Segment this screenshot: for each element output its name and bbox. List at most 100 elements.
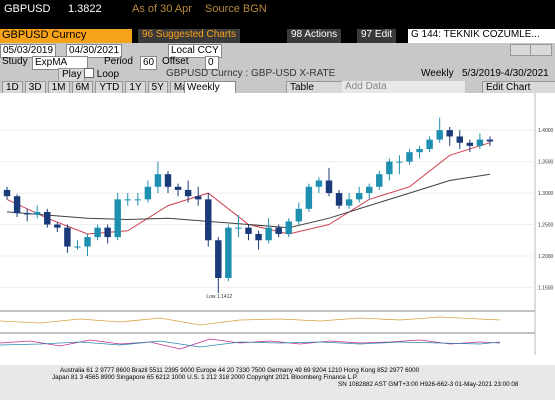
indicator [0,340,501,348]
candle-body [335,193,343,206]
x-tick-label: Oct [101,358,109,364]
candle-body [245,227,252,234]
candle-body [235,227,242,229]
candle-body [184,189,192,197]
y-tick-label: 1.4000 [538,128,554,134]
loop-label: Loop [96,69,120,80]
candle-body [416,149,423,153]
footer: SN 1082882 AST GMT+3:00 H926-662-3 01-Ma… [338,381,519,388]
label: Offset [162,56,189,67]
start-date[interactable]: 05/03/2019 [0,44,57,58]
candle-body [54,224,61,228]
candle-body [225,227,232,278]
minimize[interactable] [510,44,532,56]
candle-body [205,199,212,241]
candle-body [486,139,494,142]
end-date[interactable]: 04/30/2021 [66,44,123,58]
chart: 2019 2020 2021 Australia 61 2 9777 8600 … [0,93,555,400]
x-tick-label: Dec [141,358,150,364]
candle-body [406,152,413,162]
y-tick-label: 1.3500 [538,160,554,166]
candle-body [255,233,262,241]
add-data[interactable]: Add Data [342,81,465,93]
y-tick-label: 1.2500 [538,223,554,229]
candle-body [154,174,162,187]
button[interactable]: 97 Edit [357,29,397,43]
currency[interactable]: Local CCY [168,44,222,58]
candle-body [94,227,101,238]
candle-body [436,130,443,140]
candle-body [3,189,11,197]
security[interactable]: GBPUSD Curncy [0,29,132,43]
y-tick-label: 1.2000 [538,254,554,260]
candle-body [134,199,142,201]
indicator [0,316,501,326]
candle-body [426,139,433,150]
button[interactable]: 96 Suggested Charts [138,29,240,43]
candle-body [315,180,323,187]
annotation: Low 1.1412 [206,294,232,300]
candle-body [386,161,393,175]
x-tick-label: Jun [265,358,273,364]
candle-body [104,227,111,238]
x-tick-label: Sep [326,358,335,364]
candle-body [355,193,363,200]
play[interactable]: Play [58,68,86,82]
candle-body [345,199,353,206]
candle-body [164,174,172,187]
candle-body [13,196,21,214]
candle-body [295,208,303,222]
x-tick-label: Nov [367,358,376,364]
x-tick-label: Feb [429,358,438,364]
x-tick-label: Sep [80,358,89,364]
x-tick-label: Jul [286,358,292,364]
footer-bg [0,365,555,400]
loop[interactable]: Loop [84,68,119,81]
candle-body [305,186,313,209]
label: Period [104,56,133,67]
x-tick-label: May [490,358,500,364]
x-tick-label: Jul [40,358,46,364]
candle-body [23,213,31,215]
candle-body [33,211,41,215]
footer: Australia 61 2 9777 8600 Brazil 5511 239… [60,367,420,374]
y-tick-label: 1.3000 [538,191,554,197]
candle-body [376,174,383,187]
x-tick-label: May [244,358,254,364]
x-tick-label: Aug [306,358,315,364]
close[interactable] [530,44,552,56]
x-tick-label: Mar [450,358,459,364]
button[interactable]: 98 Actions [287,29,342,43]
candle-body [124,199,131,201]
chart-label: GBPUSD Curncy : GBP-USD X-RATE [166,68,336,79]
x-tick-label: Apr [224,358,232,364]
candle-body [325,180,333,194]
candle-body [144,186,152,200]
candle-body [194,196,202,200]
candle-body [285,221,292,234]
candle-body [456,136,464,143]
candle-body [215,240,222,278]
moving-average [6,173,491,229]
candle-body [114,199,121,238]
offset[interactable]: 0 [205,56,219,70]
period[interactable]: 60 [140,56,158,70]
x-tick-label: Dec [388,358,397,364]
candle-body [275,227,282,234]
x-tick-label: Mar [203,358,212,364]
y-tick-label: 1.1500 [538,285,554,291]
candle-body [74,246,81,248]
launchpad[interactable]: G 144: TEKNIK COZUMLE... [408,29,555,43]
candle-body [174,186,182,190]
label: Study [2,56,28,67]
candle-body [265,227,272,241]
price: 1.3822 [68,3,102,15]
range: 5/3/2019-4/30/2021 [462,68,549,79]
candle-body [84,237,91,247]
x-tick-label: Oct [347,358,355,364]
source: Source BGN [205,3,267,15]
x-tick-label: Jun [19,358,27,364]
x-tick-label: Feb [183,358,192,364]
candle-body [476,139,484,146]
